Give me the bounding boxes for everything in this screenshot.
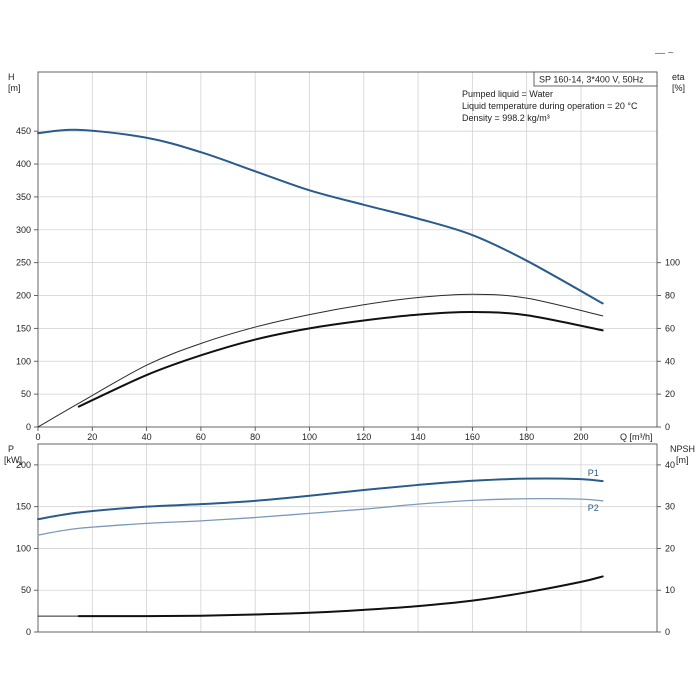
left-axis-tick-label: 50	[21, 389, 31, 399]
right-axis-tick-label: 10	[665, 585, 675, 595]
right-axis-tick-label: 100	[665, 258, 680, 268]
corner-mark: — ~	[655, 48, 674, 59]
pump-title: SP 160-14, 3*400 V, 50Hz	[539, 75, 644, 85]
head-axis-label-symbol: H	[8, 72, 15, 82]
series-curve-eta_top	[37, 293, 604, 428]
power-axis-label-symbol: P	[8, 444, 14, 454]
series-curve-npsh	[77, 575, 604, 618]
pump-title-box	[533, 71, 658, 87]
flow-axis-label: Q [m³/h]	[620, 432, 653, 442]
bottom-grid	[38, 444, 657, 632]
flow-axis-tick-label: 0	[35, 432, 40, 442]
right-axis-tick-label: 0	[665, 422, 670, 432]
info-line-temperature: Liquid temperature during operation = 20…	[462, 101, 638, 111]
left-axis-tick-label: 400	[16, 159, 31, 169]
left-axis-tick-label: 300	[16, 225, 31, 235]
power-npsh-panel: 0 50 100 150 200 0 10 20 30 40 P [kW] NPSH [m] P…	[4, 443, 695, 637]
right-axis-tick-label: 30	[665, 502, 675, 512]
efficiency-axis-ticks: 0 20 40 60 80 100	[657, 258, 680, 432]
flow-axis-tick-label: 20	[87, 432, 97, 442]
flow-axis-tick-label: 80	[250, 432, 260, 442]
right-axis-tick-label: 20	[665, 389, 675, 399]
flow-axis-tick-label: 60	[196, 432, 206, 442]
series-curve-h	[37, 128, 604, 305]
head-axis-ticks: 0 50 100 150 200 250 300 350 400 450	[16, 126, 38, 432]
flow-axis-tick-label: 120	[356, 432, 371, 442]
flow-axis-tick-label: 160	[465, 432, 480, 442]
series-curve-p1	[37, 477, 604, 521]
right-axis-tick-label: 40	[665, 460, 675, 470]
bottom-series	[37, 477, 604, 618]
npsh-axis-label-unit: [m]	[676, 455, 689, 465]
left-axis-tick-label: 0	[26, 422, 31, 432]
left-axis-tick-label: 100	[16, 543, 31, 553]
left-axis-tick-label: 450	[16, 126, 31, 136]
flow-axis-tick-label: 40	[142, 432, 152, 442]
power-axis-label-unit: [kW]	[4, 455, 22, 465]
left-axis-tick-label: 150	[16, 502, 31, 512]
left-axis-tick-label: 50	[21, 585, 31, 595]
right-axis-tick-label: 20	[665, 543, 675, 553]
npsh-axis-label-symbol: NPSH	[670, 444, 695, 454]
flow-axis-tick-label: 140	[411, 432, 426, 442]
right-axis-tick-label: 60	[665, 323, 675, 333]
top-grid	[38, 72, 657, 427]
info-line-density: Density = 998.2 kg/m³	[462, 113, 550, 123]
right-axis-tick-label: 80	[665, 291, 675, 301]
flow-axis-tick-label: 100	[302, 432, 317, 442]
top-panel-frame	[37, 71, 658, 428]
p1-series-label: P1	[588, 468, 599, 478]
pump-info-box: SP 160-14, 3*400 V, 50Hz Pumped liquid =…	[462, 71, 658, 123]
npsh-axis-ticks: 0 10 20 30 40	[657, 460, 675, 637]
top-series	[37, 128, 604, 428]
series-curve-p2	[37, 498, 604, 536]
flow-axis-ticks: 0 20 40 60 80 100 120 140 160 180 200	[35, 427, 588, 442]
info-line-liquid: Pumped liquid = Water	[462, 89, 553, 99]
power-axis-ticks: 0 50 100 150 200	[16, 460, 38, 637]
flow-axis-tick-label: 180	[519, 432, 534, 442]
right-axis-tick-label: 40	[665, 356, 675, 366]
p2-series-label: P2	[588, 503, 599, 513]
eta-axis-label-symbol: eta	[672, 72, 685, 82]
left-axis-tick-label: 200	[16, 291, 31, 301]
bottom-panel-frame	[37, 443, 658, 633]
left-axis-tick-label: 100	[16, 356, 31, 366]
left-axis-tick-label: 150	[16, 323, 31, 333]
left-axis-tick-label: 0	[26, 627, 31, 637]
flow-axis-tick-label: 200	[573, 432, 588, 442]
left-axis-tick-label: 250	[16, 258, 31, 268]
series-curve-eta_bottom	[77, 310, 604, 408]
eta-axis-label-unit: [%]	[672, 83, 685, 93]
head-axis-label-unit: [m]	[8, 83, 21, 93]
right-axis-tick-label: 0	[665, 627, 670, 637]
left-axis-tick-label: 200	[16, 460, 31, 470]
left-axis-tick-label: 350	[16, 192, 31, 202]
